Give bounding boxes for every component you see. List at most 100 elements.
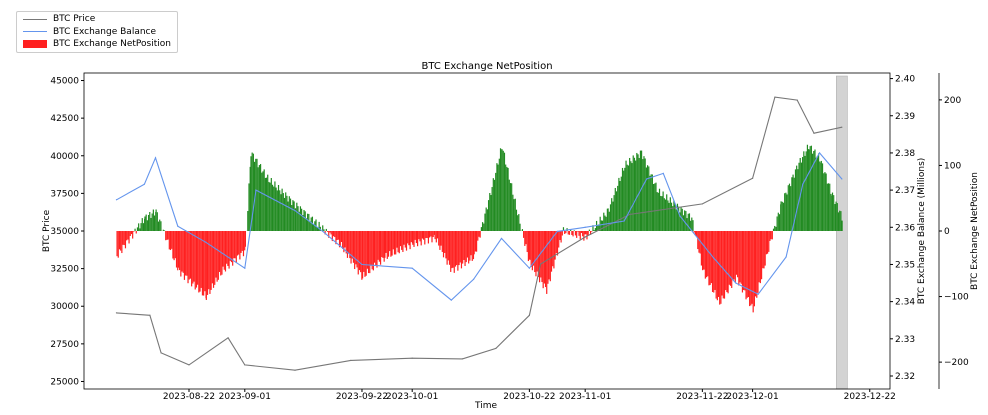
y-right2-tick-label: −200 <box>944 358 969 368</box>
netposition-bar <box>727 231 729 294</box>
netposition-bar <box>626 164 628 231</box>
netposition-bar <box>550 231 553 272</box>
netposition-bar <box>826 183 828 231</box>
netposition-bar <box>541 231 543 283</box>
netposition-bar <box>162 229 164 231</box>
netposition-bar <box>633 157 636 231</box>
netposition-bar <box>279 190 281 231</box>
netposition-bar <box>323 229 325 231</box>
netposition-bar <box>737 231 739 278</box>
balance-line-point <box>450 299 452 301</box>
netposition-bar <box>674 204 676 231</box>
netposition-bar <box>738 231 740 286</box>
price-line-point <box>813 132 815 134</box>
balance-line-point <box>841 178 843 180</box>
netposition-bar <box>571 231 573 235</box>
price-line-point <box>115 312 118 314</box>
netposition-bar <box>423 231 425 240</box>
netposition-bar <box>325 228 327 231</box>
balance-line-point <box>623 220 625 222</box>
y-right-tick-label: 2.33 <box>895 335 915 345</box>
netposition-bar <box>399 231 402 247</box>
netposition-bar <box>691 217 693 231</box>
netposition-bar <box>177 231 179 271</box>
legend-swatch-netposition <box>23 40 47 49</box>
netposition-bar <box>740 231 742 284</box>
y-right-tick-label: 2.40 <box>895 75 915 85</box>
netposition-bar <box>536 231 538 272</box>
y-tick-label: 27500 <box>50 340 79 350</box>
netposition-bar <box>549 231 551 282</box>
netposition-bar <box>136 227 139 231</box>
netposition-bar <box>640 150 643 231</box>
netposition-bar <box>409 231 411 250</box>
netposition-bar <box>146 220 148 231</box>
netposition-bar <box>242 231 245 257</box>
netposition-bar <box>215 231 217 278</box>
y-right-tick-label: 2.39 <box>895 112 915 122</box>
netposition-bar <box>291 205 293 231</box>
netposition-bar <box>174 231 176 259</box>
netposition-bar <box>685 211 687 231</box>
netposition-bar <box>445 231 447 259</box>
netposition-bar <box>397 231 399 253</box>
balance-line-point <box>322 230 324 232</box>
netposition-bar <box>489 193 491 231</box>
netposition-bar <box>229 231 231 261</box>
x-tick-label: 2023-10-01 <box>386 392 438 402</box>
netposition-bar <box>733 231 735 280</box>
netposition-bar <box>431 231 433 243</box>
netposition-bar <box>745 231 747 300</box>
netposition-bar <box>194 231 196 290</box>
price-line-point <box>584 236 586 238</box>
chart-title: BTC Exchange NetPosition <box>421 61 552 72</box>
netposition-bar <box>484 213 486 231</box>
netposition-bar <box>820 160 822 231</box>
netposition-bar <box>702 231 704 270</box>
balance-line-point <box>115 199 118 201</box>
netposition-bar <box>328 231 330 238</box>
balance-line <box>116 151 843 301</box>
netposition-bar <box>540 231 542 278</box>
price-line-point <box>227 337 229 339</box>
netposition-bar <box>483 223 485 231</box>
netposition-bar <box>187 231 189 284</box>
price-line-point <box>528 314 530 316</box>
y-tick-label: 25000 <box>50 377 79 387</box>
netposition-bar <box>716 231 718 301</box>
price-line-point <box>188 364 190 366</box>
netposition-bar <box>715 231 717 299</box>
netposition-bar <box>361 231 364 279</box>
netposition-bar <box>163 230 166 231</box>
y-right-tick-label: 2.36 <box>895 223 915 233</box>
netposition-bar <box>424 231 426 245</box>
netposition-bar <box>841 220 843 231</box>
balance-line-point <box>785 256 787 258</box>
x-tick-label: 2023-09-22 <box>336 392 388 402</box>
netposition-bar <box>456 231 458 266</box>
netposition-bar <box>480 227 482 231</box>
netposition-bar <box>619 181 621 231</box>
netposition-bar <box>732 231 734 280</box>
netposition-bar <box>694 231 696 236</box>
netposition-bar <box>651 174 653 231</box>
netposition-bar <box>228 231 230 269</box>
netposition-bar <box>531 231 533 271</box>
netposition-bar <box>511 183 513 231</box>
netposition-bar <box>264 177 266 231</box>
netposition-bar <box>746 231 748 298</box>
netposition-bar <box>584 231 586 235</box>
netposition-bar <box>731 231 733 288</box>
netposition-bar <box>560 231 562 243</box>
netposition-bar <box>435 231 437 243</box>
netposition-bar <box>636 152 638 231</box>
netposition-bar <box>139 228 141 231</box>
netposition-bar <box>699 231 701 254</box>
netposition-bar <box>404 231 406 248</box>
netposition-bar <box>810 145 812 231</box>
netposition-bar <box>197 231 199 285</box>
netposition-bar <box>670 202 673 231</box>
netposition-bar <box>655 182 657 231</box>
netposition-bar <box>252 153 254 231</box>
